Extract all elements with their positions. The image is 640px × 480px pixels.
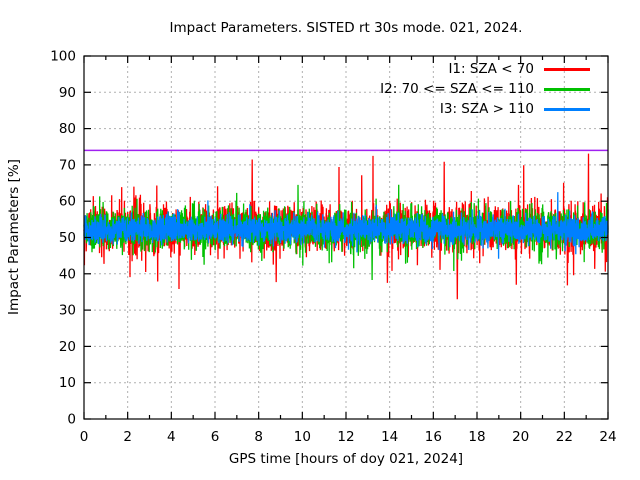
y-tick-label: 0 [67,412,76,428]
legend-entry-i1: I1: SZA < 70 [380,59,590,79]
y-tick-label: 40 [59,266,76,282]
legend-label-i2: I2: 70 <= SZA <= 110 [380,81,534,97]
legend-entry-i2: I2: 70 <= SZA <= 110 [380,79,590,99]
legend-line-sample-i2 [544,87,590,91]
x-tick-label: 6 [211,429,220,445]
x-axis-label: GPS time [hours of doy 021, 2024] [228,451,464,467]
y-tick-label: 50 [59,230,76,246]
x-tick-label: 10 [294,429,311,445]
legend-label-i1: I1: SZA < 70 [448,61,534,77]
x-tick-label: 12 [337,429,354,445]
y-tick-label: 10 [59,375,76,391]
x-tick-label: 18 [468,429,485,445]
y-tick-label: 90 [59,85,76,101]
y-tick-label: 80 [59,121,76,137]
series-line-3 [83,192,609,259]
x-tick-label: 14 [381,429,398,445]
x-tick-label: 24 [599,429,616,445]
chart-title: Impact Parameters. SISTED rt 30s mode. 0… [169,20,523,36]
legend: I1: SZA < 70 I2: 70 <= SZA <= 110 I3: SZ… [380,59,590,119]
x-tick-label: 16 [425,429,442,445]
x-tick-label: 2 [123,429,132,445]
legend-line-sample-i1 [544,67,590,71]
legend-label-i3: I3: SZA > 110 [439,101,534,117]
x-tick-label: 22 [556,429,573,445]
y-tick-label: 70 [59,157,76,173]
legend-entry-i3: I3: SZA > 110 [380,99,590,119]
y-tick-label: 20 [59,339,76,355]
x-tick-label: 4 [167,429,176,445]
legend-line-sample-i3 [544,107,590,111]
x-tick-label: 8 [254,429,263,445]
y-tick-label: 100 [50,49,76,65]
x-tick-label: 0 [80,429,89,445]
y-tick-label: 60 [59,194,76,210]
y-tick-label: 30 [59,303,76,319]
x-tick-label: 20 [512,429,529,445]
